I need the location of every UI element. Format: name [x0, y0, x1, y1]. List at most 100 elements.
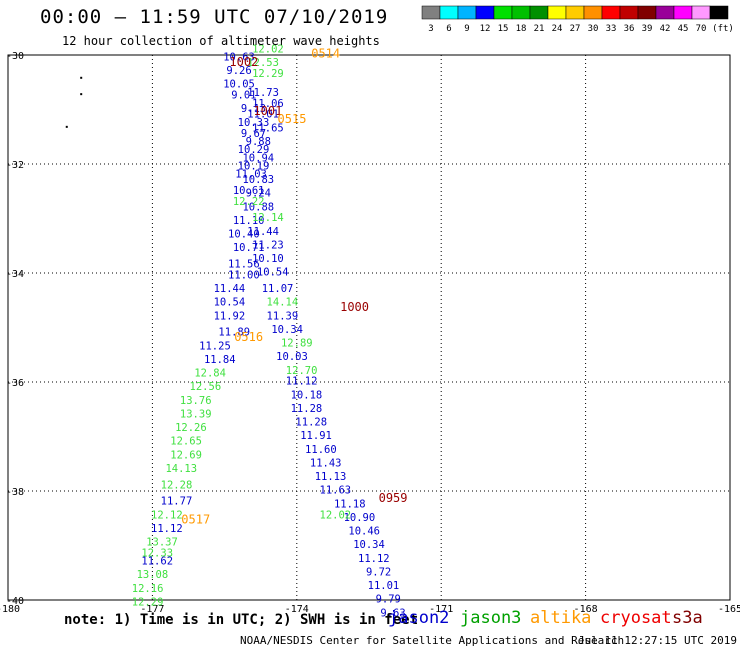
- swh-point-jason2: 11.12: [358, 553, 390, 565]
- track-label: 0515: [278, 112, 307, 126]
- color-swatch: [655, 5, 675, 20]
- track-label: 0959: [379, 491, 408, 505]
- swh-point-jason2: 11.62: [141, 556, 173, 568]
- swh-point-jason3: 12.84: [194, 368, 226, 380]
- swh-point-jason2: 11.56: [228, 259, 260, 271]
- swh-point-jason3: 12.02: [252, 43, 284, 55]
- swh-point-jason3: 12.02: [320, 509, 352, 521]
- data-points: 10.639.2610.059.0111.739.1311.0611.0110.…: [132, 43, 406, 619]
- track-label: 1002: [229, 55, 258, 69]
- color-swatch: [439, 5, 459, 20]
- color-scale-label: 33: [606, 24, 617, 34]
- swh-point-jason2: 10.40: [228, 229, 260, 241]
- y-tick-label: -34: [6, 269, 24, 280]
- x-tick-label: -171: [429, 604, 453, 615]
- swh-point-jason2: 9.13: [241, 103, 266, 115]
- swh-point-jason3: 13.37: [146, 537, 178, 549]
- color-swatch: [493, 5, 513, 20]
- swh-point-jason2: 9.26: [226, 65, 251, 77]
- color-swatch: [565, 5, 585, 20]
- swh-point-jason3: 12.26: [175, 422, 207, 434]
- color-scale-label: 18: [516, 24, 527, 34]
- color-scale-label: 42: [660, 24, 671, 34]
- mission-s3a: s3a: [672, 608, 703, 628]
- color-swatch: [421, 5, 441, 20]
- swh-point-jason3: 13.39: [180, 408, 212, 420]
- swh-point-jason2: 9.01: [231, 90, 256, 102]
- swh-point-jason2: 10.63: [223, 51, 255, 63]
- swh-point-jason2: 11.43: [310, 457, 342, 469]
- swh-point-jason3: 12.14: [252, 212, 284, 224]
- y-tick-label: -30: [6, 51, 24, 62]
- land-dot: [80, 76, 83, 79]
- x-tick-label: -177: [140, 604, 164, 615]
- swh-point-jason3: 12.28: [161, 479, 193, 491]
- swh-point-jason3: 14.13: [165, 463, 197, 475]
- swh-point-jason3: 14.14: [267, 297, 299, 309]
- color-scale-label: 45: [678, 24, 689, 34]
- swh-point-jason3: 12.65: [170, 436, 202, 448]
- x-tick-label: -168: [574, 604, 598, 615]
- swh-point-jason2: 10.33: [238, 117, 270, 129]
- swh-point-jason2: 10.05: [223, 79, 255, 91]
- swh-point-jason3: 12.22: [233, 196, 265, 208]
- color-swatch: [637, 5, 657, 20]
- swh-point-jason2: 11.91: [300, 430, 332, 442]
- generation-timestamp: Jul 11 12:27:15 UTC 2019: [578, 634, 737, 647]
- swh-point-jason2: 10.03: [276, 351, 308, 363]
- swh-point-jason2: 11.84: [204, 354, 236, 366]
- color-swatch: [511, 5, 531, 20]
- color-swatch: [673, 5, 693, 20]
- swh-point-jason3: 12.16: [132, 583, 164, 595]
- color-swatch: [691, 5, 711, 20]
- color-scale-label: 39: [642, 24, 653, 34]
- x-tick-label: -180: [0, 604, 20, 615]
- color-scale-label: 9: [464, 24, 469, 34]
- swh-point-jason2: 11.73: [247, 87, 279, 99]
- swh-point-jason2: 9.88: [246, 136, 271, 148]
- footnote: note: 1) Time is in UTC; 2) SWH is in fe…: [64, 612, 419, 628]
- color-swatch: [457, 5, 477, 20]
- mission-jason2: jason2: [388, 608, 450, 628]
- color-scale-legend: 3 6 9 12 15 18 21 24 27 30 33 36 39 42 45 70 (ft): [421, 5, 734, 34]
- swh-point-jason3: 12.29: [252, 68, 284, 80]
- swh-point-jason2: 11.28: [295, 417, 327, 429]
- swh-point-jason2: 11.10: [233, 215, 265, 227]
- color-swatch: [583, 5, 603, 20]
- page-title: 00:00 – 11:59 UTC 07/10/2019: [40, 6, 389, 28]
- swh-point-jason2: 11.25: [199, 340, 231, 352]
- land-dot: [65, 125, 68, 128]
- swh-point-jason2: 9.67: [241, 128, 266, 140]
- swh-point-jason2: 11.03: [235, 169, 267, 181]
- swh-point-jason3: 12.89: [281, 338, 313, 350]
- color-swatch: [475, 5, 495, 20]
- color-swatch: [547, 5, 567, 20]
- swh-point-jason2: 11.01: [247, 109, 279, 121]
- land-dot: [80, 93, 83, 96]
- y-tick-label: -40: [6, 596, 24, 607]
- swh-point-jason2: 10.46: [348, 526, 380, 538]
- swh-point-jason3: 12.56: [190, 381, 222, 393]
- swh-point-jason3: 12.29: [132, 596, 164, 608]
- credit-line: NOAA/NESDIS Center for Satellite Applica…: [240, 634, 625, 647]
- swh-point-jason3: 12.69: [170, 449, 202, 461]
- swh-point-jason2: 11.39: [267, 310, 299, 322]
- swh-point-jason2: 11.12: [151, 523, 183, 535]
- swh-point-jason3: 12.12: [151, 509, 183, 521]
- swh-point-jason3: 12.53: [247, 57, 279, 69]
- x-tick-label: -174: [285, 604, 309, 615]
- mission-cryosat: cryosat: [600, 608, 672, 628]
- track-label: 0514: [311, 47, 340, 61]
- swh-point-jason2: 9.24: [246, 188, 271, 200]
- swh-point-jason2: 10.83: [242, 174, 274, 186]
- swh-point-jason2: 9.63: [380, 607, 405, 619]
- y-tick-label: -32: [6, 160, 24, 171]
- y-tick-labels: -30 -32 -34 -36 -38 -40: [6, 51, 24, 607]
- color-swatch: [529, 5, 549, 20]
- plot-frame: [7, 54, 731, 601]
- swh-point-jason2: 11.06: [252, 98, 284, 110]
- color-scale-label: 36: [624, 24, 635, 34]
- swh-point-jason2: 11.28: [291, 403, 323, 415]
- color-scale-label: 15: [498, 24, 509, 34]
- mission-altika: altika: [530, 608, 592, 628]
